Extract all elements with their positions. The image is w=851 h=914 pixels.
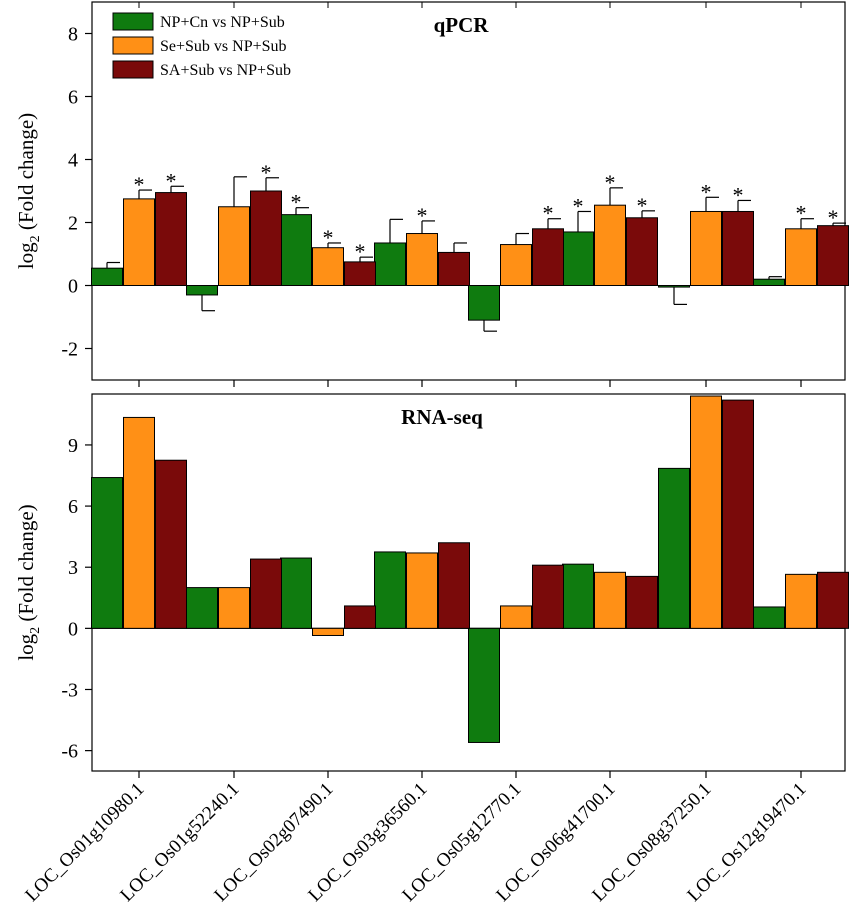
qpcr-bar xyxy=(374,242,406,287)
qpcr-bar xyxy=(344,261,376,286)
rnaseq-bar xyxy=(250,558,282,629)
rnaseq-bar xyxy=(690,395,722,629)
qpcr-y-tick-label: -2 xyxy=(61,339,78,361)
rnaseq-panel: -6 -3 0 3 6 9 log2 (Fold change) RNA-seq xyxy=(14,393,849,778)
qpcr-bar xyxy=(626,217,658,286)
qpcr-significance-star: * xyxy=(637,193,648,218)
qpcr-bar xyxy=(186,285,218,296)
qpcr-bar xyxy=(280,214,312,286)
qpcr-bar xyxy=(690,210,722,287)
rnaseq-bar xyxy=(722,399,754,629)
y-label-log: log xyxy=(14,242,38,269)
y-label-rest: (Fold change) xyxy=(14,113,38,235)
qpcr-bar xyxy=(722,210,754,287)
rnaseq-bar xyxy=(312,627,344,636)
y-label-rest: (Fold change) xyxy=(14,504,38,626)
rnaseq-y-tick-label: 0 xyxy=(68,618,78,640)
qpcr-significance-star: * xyxy=(796,201,807,226)
qpcr-bar xyxy=(532,228,564,287)
qpcr-bar xyxy=(594,204,626,286)
qpcr-significance-star: * xyxy=(701,179,712,204)
qpcr-significance-star: * xyxy=(134,172,145,197)
legend-swatch xyxy=(112,12,154,31)
qpcr-y-tick-label: 8 xyxy=(68,24,78,46)
rnaseq-bar xyxy=(280,557,312,629)
rnaseq-bar xyxy=(123,416,155,629)
legend-swatch xyxy=(112,36,154,55)
rnaseq-bar xyxy=(186,587,218,629)
qpcr-bar xyxy=(155,192,187,286)
rnaseq-bar xyxy=(218,587,250,629)
qpcr-significance-star: * xyxy=(733,182,744,207)
qpcr-significance-star: * xyxy=(291,190,302,215)
qpcr-significance-star: * xyxy=(543,201,554,226)
qpcr-title: qPCR xyxy=(434,13,490,37)
rnaseq-y-tick-label: 3 xyxy=(68,557,78,579)
rnaseq-bar xyxy=(438,542,470,629)
qpcr-significance-star: * xyxy=(605,170,616,195)
qpcr-frame xyxy=(91,1,846,381)
rnaseq-bar xyxy=(532,564,564,629)
qpcr-bar xyxy=(312,247,344,286)
legend-swatch xyxy=(112,60,154,79)
y-label-subscript: 2 xyxy=(28,235,43,242)
qpcr-bar xyxy=(468,285,500,321)
qpcr-y-tick-label: 0 xyxy=(68,276,78,298)
legend-label: NP+Cn vs NP+Sub xyxy=(160,14,285,31)
qpcr-bar xyxy=(250,190,282,286)
rnaseq-bar xyxy=(562,563,594,629)
qpcr-bar xyxy=(218,206,250,286)
qpcr-significance-star: * xyxy=(417,203,428,228)
qpcr-bar xyxy=(123,198,155,286)
rnaseq-bar xyxy=(658,467,690,629)
qpcr-significance-star: * xyxy=(828,205,839,230)
qpcr-y-tick-label: 6 xyxy=(68,87,78,109)
legend-label: Se+Sub vs NP+Sub xyxy=(160,38,287,55)
rnaseq-bar xyxy=(500,605,532,629)
rnaseq-bar xyxy=(344,605,376,629)
rnaseq-bar xyxy=(594,571,626,629)
qpcr-significance-star: * xyxy=(573,193,584,218)
rnaseq-y-tick-label: 6 xyxy=(68,496,78,518)
qpcr-bar xyxy=(562,231,594,286)
qpcr-significance-star: * xyxy=(166,168,177,193)
qpcr-bar xyxy=(658,285,690,288)
rnaseq-bar xyxy=(374,551,406,629)
legend: NP+Cn vs NP+Sub Se+Sub vs NP+Sub SA+Sub vs… xyxy=(112,12,291,79)
rnaseq-y-tick-label: -6 xyxy=(61,741,78,763)
legend-label: SA+Sub vs NP+Sub xyxy=(160,62,291,79)
rnaseq-y-axis-label: log2 (Fold change) xyxy=(14,504,43,660)
y-label-log: log xyxy=(14,633,38,660)
qpcr-significance-star: * xyxy=(355,239,366,264)
rnaseq-title: RNA-seq xyxy=(401,405,483,429)
y-label-subscript: 2 xyxy=(28,627,43,634)
qpcr-significance-star: * xyxy=(261,160,272,185)
qpcr-bar xyxy=(500,244,532,287)
qpcr-bar xyxy=(438,251,470,287)
rnaseq-bar xyxy=(468,627,500,743)
rnaseq-bar xyxy=(785,573,817,629)
qpcr-y-tick-label: 4 xyxy=(68,150,78,172)
rnaseq-bar xyxy=(626,575,658,629)
qpcr-bar xyxy=(406,233,438,286)
qpcr-bar xyxy=(753,278,785,287)
rnaseq-bar xyxy=(155,459,187,629)
qpcr-bar xyxy=(785,228,817,287)
x-axis-labels: LOC_Os01g10980.1LOC_Os01g52240.1LOC_Os02… xyxy=(21,779,810,906)
rnaseq-bar xyxy=(817,571,849,629)
rnaseq-bar xyxy=(91,477,123,629)
qpcr-y-tick-label: 2 xyxy=(68,213,78,235)
rnaseq-bar xyxy=(753,606,785,629)
qpcr-y-axis-label: log2 (Fold change) xyxy=(14,113,43,269)
qpcr-bar xyxy=(91,267,123,286)
qpcr-significance-star: * xyxy=(323,225,334,250)
rnaseq-y-tick-label: 9 xyxy=(68,435,78,457)
rnaseq-bar xyxy=(406,552,438,629)
rnaseq-y-tick-label: -3 xyxy=(61,679,78,701)
qpcr-bar xyxy=(817,225,849,286)
